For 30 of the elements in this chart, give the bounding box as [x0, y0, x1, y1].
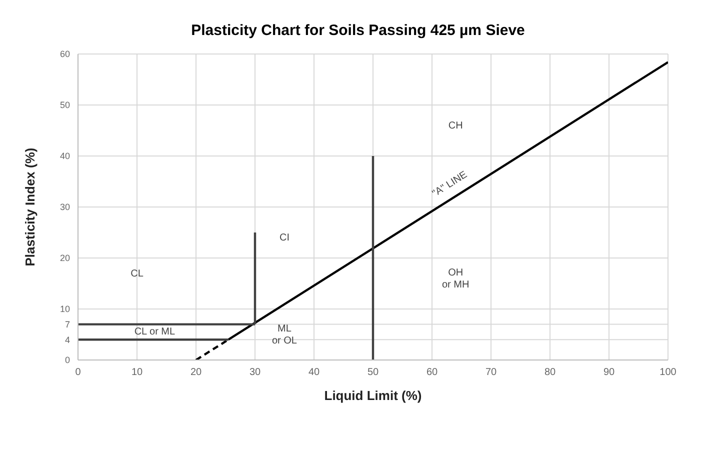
y-tick-label: 0: [64, 355, 70, 366]
y-tick-label: 30: [60, 202, 70, 212]
x-tick-label: 90: [603, 367, 615, 378]
x-tick-label: 0: [75, 367, 82, 378]
y-axis-title: Plasticity Index (%): [22, 148, 38, 266]
x-tick-label: 30: [249, 367, 261, 378]
x-tick-label: 10: [131, 367, 143, 378]
chart-title: Plasticity Chart for Soils Passing 425 µm Sieve: [190, 22, 526, 39]
y-tick-label: 4: [64, 334, 70, 345]
annotation: CI: [280, 232, 290, 244]
y-tick-label: 20: [60, 253, 70, 264]
y-tick-label: 50: [60, 100, 70, 110]
x-tick-label: 20: [190, 367, 202, 378]
annotation: CL: [130, 268, 144, 280]
y-tick-label: 60: [60, 49, 70, 60]
x-tick-label: 40: [308, 367, 320, 378]
annotation: CH: [448, 120, 463, 132]
x-tick-label: 80: [544, 367, 556, 378]
x-tick-label: 60: [426, 367, 438, 378]
x-tick-label: 50: [367, 367, 379, 378]
y-tick-label: 7: [64, 319, 70, 330]
annotation: ML or OL: [272, 324, 298, 347]
annotation: "A" LINE: [430, 169, 470, 200]
x-axis-title: Liquid Limit (%): [324, 388, 422, 403]
annotation: CL or ML: [134, 326, 176, 338]
x-tick-label: 100: [660, 367, 677, 378]
x-tick-label: 70: [485, 367, 497, 378]
y-tick-label: 40: [60, 151, 70, 162]
y-tick-label: 10: [60, 304, 70, 314]
annotation: OH or MH: [442, 267, 470, 290]
